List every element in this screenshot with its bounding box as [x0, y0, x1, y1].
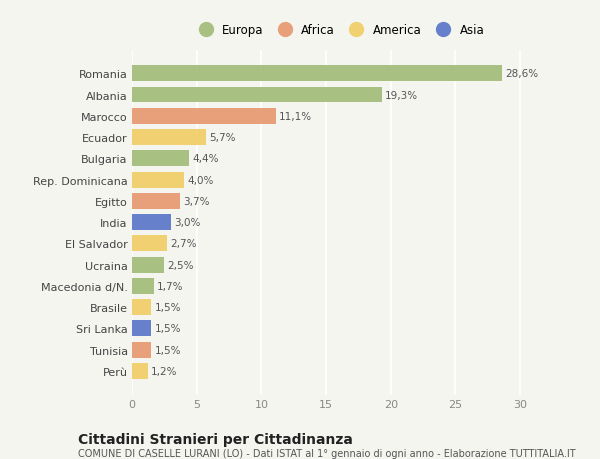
Text: 2,5%: 2,5% [167, 260, 194, 270]
Bar [132, 342, 151, 358]
Text: 1,5%: 1,5% [155, 324, 181, 334]
Text: 2,7%: 2,7% [170, 239, 197, 249]
Text: 1,5%: 1,5% [155, 302, 181, 313]
Text: Cittadini Stranieri per Cittadinanza: Cittadini Stranieri per Cittadinanza [78, 432, 353, 446]
Text: 1,2%: 1,2% [151, 366, 177, 376]
Text: 3,0%: 3,0% [174, 218, 200, 228]
Text: 1,5%: 1,5% [155, 345, 181, 355]
Text: 19,3%: 19,3% [385, 90, 418, 101]
Legend: Europa, Africa, America, Asia: Europa, Africa, America, Asia [191, 22, 487, 39]
Bar [132, 300, 151, 315]
Bar [132, 363, 148, 379]
Text: 4,0%: 4,0% [187, 175, 214, 185]
Text: 28,6%: 28,6% [505, 69, 538, 79]
Bar [132, 109, 275, 124]
Text: 1,7%: 1,7% [157, 281, 184, 291]
Bar [132, 321, 151, 336]
Bar [132, 215, 171, 230]
Bar [132, 130, 206, 146]
Bar [132, 151, 189, 167]
Text: 11,1%: 11,1% [279, 112, 312, 122]
Bar [132, 193, 180, 209]
Bar [132, 172, 184, 188]
Text: COMUNE DI CASELLE LURANI (LO) - Dati ISTAT al 1° gennaio di ogni anno - Elaboraz: COMUNE DI CASELLE LURANI (LO) - Dati IST… [78, 448, 575, 458]
Bar [132, 236, 167, 252]
Bar [132, 278, 154, 294]
Text: 3,7%: 3,7% [183, 196, 209, 207]
Bar [132, 66, 502, 82]
Text: 4,4%: 4,4% [192, 154, 218, 164]
Bar [132, 257, 164, 273]
Bar [132, 87, 382, 103]
Text: 5,7%: 5,7% [209, 133, 235, 143]
